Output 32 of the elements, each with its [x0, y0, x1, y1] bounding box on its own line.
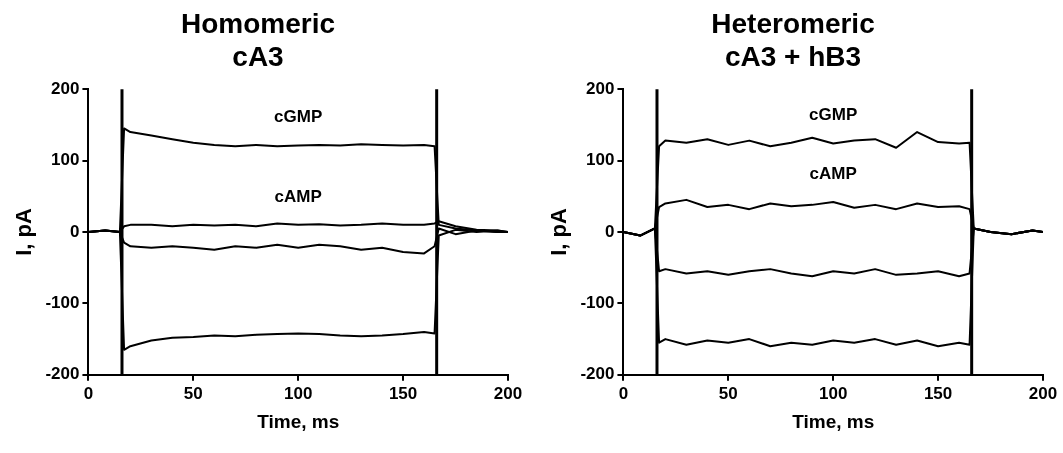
y-tick-label: 200: [51, 78, 80, 98]
chart-title: Homomeric: [180, 7, 336, 39]
x-tick-label: 200: [493, 383, 523, 403]
y-axis-title: I, pA: [11, 208, 37, 256]
y-tick-label: -100: [45, 293, 80, 313]
x-tick-label: 50: [183, 383, 203, 403]
series-label: cAMP: [809, 163, 857, 183]
x-axis-title: Time, ms: [792, 410, 875, 432]
x-tick-label: 200: [1028, 383, 1058, 403]
y-tick-label: 200: [586, 78, 615, 98]
x-tick-label: 0: [83, 383, 94, 403]
x-tick-label: 0: [618, 383, 629, 403]
x-axis-title: Time, ms: [257, 410, 340, 432]
y-tick-label: -200: [580, 364, 615, 384]
y-tick-label: -100: [580, 293, 615, 313]
chart-title: Heteromeric: [711, 7, 875, 39]
y-tick-label: 0: [604, 221, 615, 241]
series-label: cAMP: [274, 186, 322, 206]
y-tick-label: -200: [45, 364, 80, 384]
chart-subtitle: cA3: [232, 41, 284, 73]
y-tick-label: 100: [51, 150, 80, 170]
x-tick-label: 150: [388, 383, 418, 403]
x-tick-label: 100: [284, 383, 313, 403]
chart-subtitle: cA3 + hB3: [724, 41, 862, 73]
x-tick-label: 50: [718, 383, 738, 403]
series-label: cGMP: [274, 107, 323, 127]
series-label: cGMP: [809, 105, 858, 125]
x-tick-label: 150: [923, 383, 953, 403]
x-tick-label: 100: [819, 383, 848, 403]
y-axis-title: I, pA: [546, 208, 572, 256]
y-tick-label: 100: [586, 150, 615, 170]
y-tick-label: 0: [69, 221, 80, 241]
